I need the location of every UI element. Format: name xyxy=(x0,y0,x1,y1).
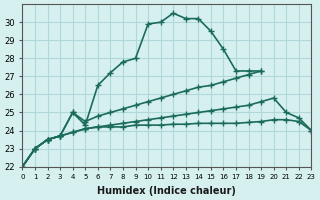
X-axis label: Humidex (Indice chaleur): Humidex (Indice chaleur) xyxy=(98,186,236,196)
